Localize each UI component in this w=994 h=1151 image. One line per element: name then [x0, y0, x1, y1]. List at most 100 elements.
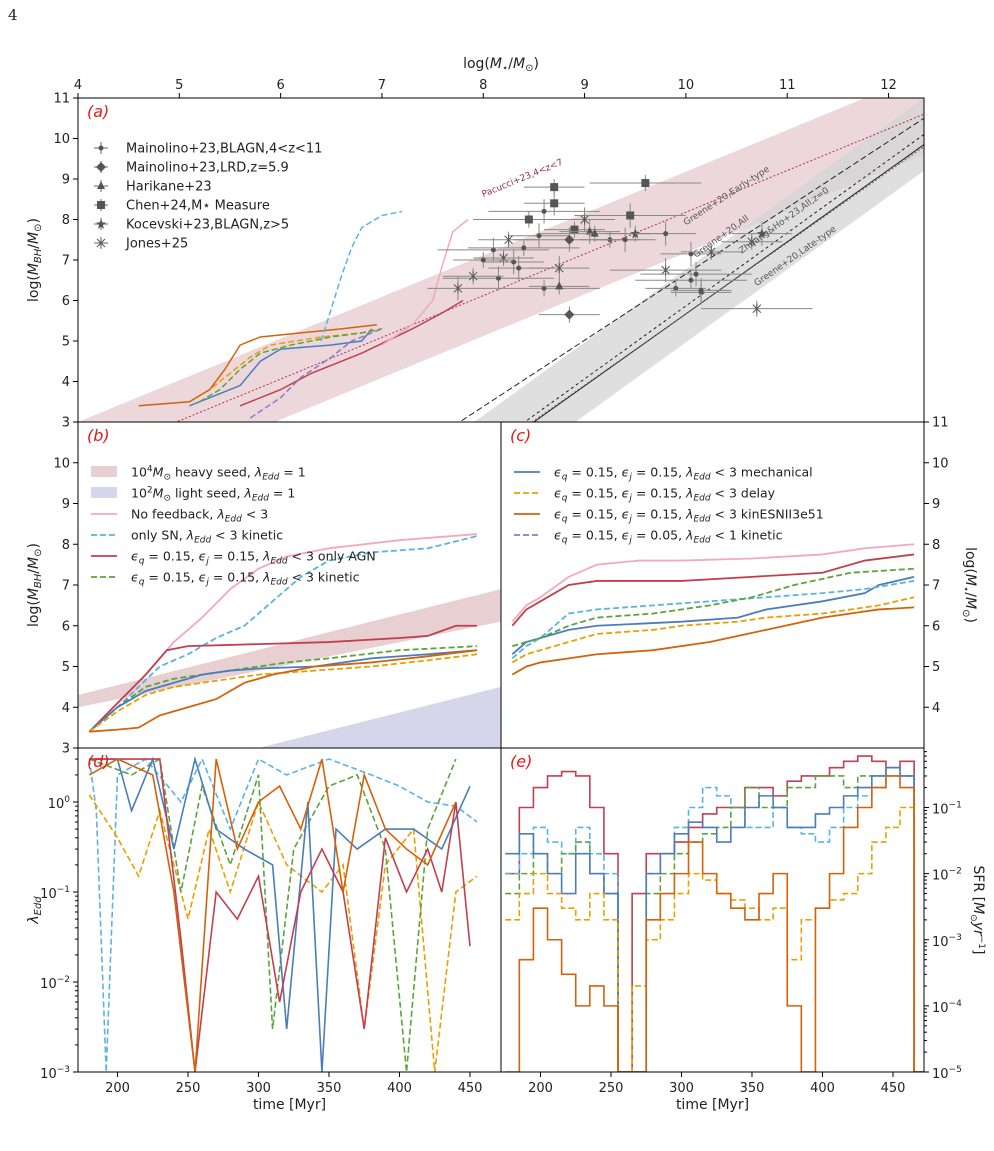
eddington-line	[89, 758, 471, 1072]
x-marker-strokes	[504, 234, 513, 245]
y-tick-label: 11	[53, 92, 70, 107]
x-marker-strokes	[706, 246, 716, 257]
y-tick-label: 9	[932, 497, 940, 512]
data-point	[585, 226, 594, 235]
x-axis-label: time [Myr]	[253, 1097, 326, 1113]
y-axis-label: log(M⋆/M⊙)	[960, 547, 978, 623]
data-point	[468, 271, 478, 282]
seed-band	[258, 686, 501, 748]
legend-marker	[96, 219, 106, 229]
data-point	[570, 225, 579, 234]
legend-swatch	[91, 466, 117, 477]
data-point	[480, 257, 486, 263]
legend-marker	[96, 238, 106, 248]
x-marker-strokes	[468, 271, 478, 282]
y-tick-label: 4	[62, 375, 70, 390]
data-point	[564, 234, 575, 245]
growth-line	[511, 596, 915, 664]
legend-label: only SN, λEdd < 3 kinetic	[131, 528, 283, 546]
panel-b: 3 4 5 6 7 8 9 10 log(MBH/M⊙) (b) 104M⊙ heavy seed,…	[26, 421, 502, 757]
data-point	[550, 183, 559, 192]
data-point	[490, 247, 496, 253]
legend-marker	[97, 181, 105, 189]
y-tick-label: 7	[932, 579, 940, 594]
legend-label: ϵq = 0.15, ϵj = 0.05, λEdd < 1 kinetic	[554, 528, 783, 546]
y-tick-label: 5	[62, 335, 70, 350]
x-marker-strokes	[747, 236, 757, 247]
legend-label: 104M⊙ heavy seed, λEdd = 1	[131, 465, 306, 483]
x-tick-label: 400	[810, 1081, 835, 1096]
data-point	[511, 259, 517, 265]
plot-area-a	[78, 98, 924, 422]
x-marker-strokes	[661, 265, 670, 276]
x-marker-strokes	[554, 263, 564, 274]
legend-label: No feedback, λEdd < 3	[131, 507, 268, 525]
data-point	[536, 233, 542, 239]
y-tick-label: 10−2	[932, 867, 962, 884]
legend-label: ϵq = 0.15, ϵj = 0.15, λEdd < 3 mechanica…	[554, 465, 813, 483]
sim-track	[138, 324, 377, 407]
eddington-line	[88, 757, 457, 1072]
panel-d: 200 250 300 350 400 450 time [Myr] 10−3 10−2 10−1…	[26, 747, 502, 1113]
sfr-histogram	[505, 775, 924, 1072]
x-tick-label: 200	[528, 1081, 553, 1096]
y-tick-label: 6	[62, 619, 70, 634]
x-marker-strokes	[752, 303, 762, 314]
x-axis-label: log(M⋆/M⊙)	[463, 56, 539, 74]
x-tick-label: 450	[458, 1081, 483, 1096]
plot-area	[88, 755, 478, 1072]
sim-track	[239, 299, 464, 407]
data-point	[673, 285, 679, 291]
y-tick-label: 100	[48, 795, 71, 812]
x-marker-strokes	[580, 214, 589, 225]
data-point	[580, 214, 589, 225]
panel-label: (c)	[510, 426, 531, 445]
eddington-line	[88, 757, 478, 1072]
growth-line	[512, 567, 915, 647]
y-tick-label: 6	[932, 619, 940, 634]
data-point	[564, 309, 575, 320]
eddington-line	[88, 758, 457, 1072]
data-point	[752, 303, 762, 314]
eddington-line	[89, 755, 471, 1072]
data-point	[622, 237, 628, 243]
y-tick-label: 10−1	[932, 801, 962, 818]
y-tick-label: 5	[62, 660, 70, 675]
data-point	[499, 252, 508, 263]
data-point	[453, 283, 463, 294]
y-tick-label: 10	[53, 456, 70, 471]
x-tick-label: 9	[580, 78, 588, 93]
y-tick-label: 10−1	[40, 885, 70, 902]
data-point	[641, 179, 650, 188]
growth-line	[511, 553, 915, 627]
sim-track	[249, 328, 383, 419]
legend-marker	[98, 145, 104, 151]
x-marker-strokes	[499, 252, 508, 263]
y-tick-label: 7	[62, 254, 70, 269]
data-point	[495, 275, 501, 281]
x-marker-strokes	[96, 238, 106, 248]
data-point	[693, 271, 699, 277]
sim-track	[320, 210, 403, 342]
y-tick-label: 10−3	[932, 933, 962, 950]
growth-line	[88, 624, 478, 733]
relation-label: Pacucci+23,4<z<7	[481, 158, 565, 200]
data-point	[554, 263, 564, 274]
y-tick-label: 10−5	[932, 1065, 962, 1082]
legend-swatch	[91, 487, 117, 498]
y-tick-label: 10−3	[40, 1065, 70, 1082]
data-point	[516, 265, 522, 271]
plot-area	[511, 543, 915, 676]
panel-e: 200 250 300 350 400 450 time [Myr] 10−5 10−4 10−3…	[500, 747, 986, 1113]
data-point	[504, 234, 513, 245]
x-axis-label: time [Myr]	[676, 1097, 749, 1113]
growth-line	[511, 606, 915, 676]
sfr-histogram	[505, 775, 924, 1072]
growth-line	[88, 653, 478, 733]
x-tick-label: 450	[881, 1081, 906, 1096]
x-tick-label: 300	[669, 1081, 694, 1096]
x-marker-strokes	[453, 283, 463, 294]
y-tick-label: 8	[62, 538, 70, 553]
legend-label: Mainolino+23,BLAGN,4<z<11	[126, 142, 322, 157]
data-point	[698, 287, 704, 293]
